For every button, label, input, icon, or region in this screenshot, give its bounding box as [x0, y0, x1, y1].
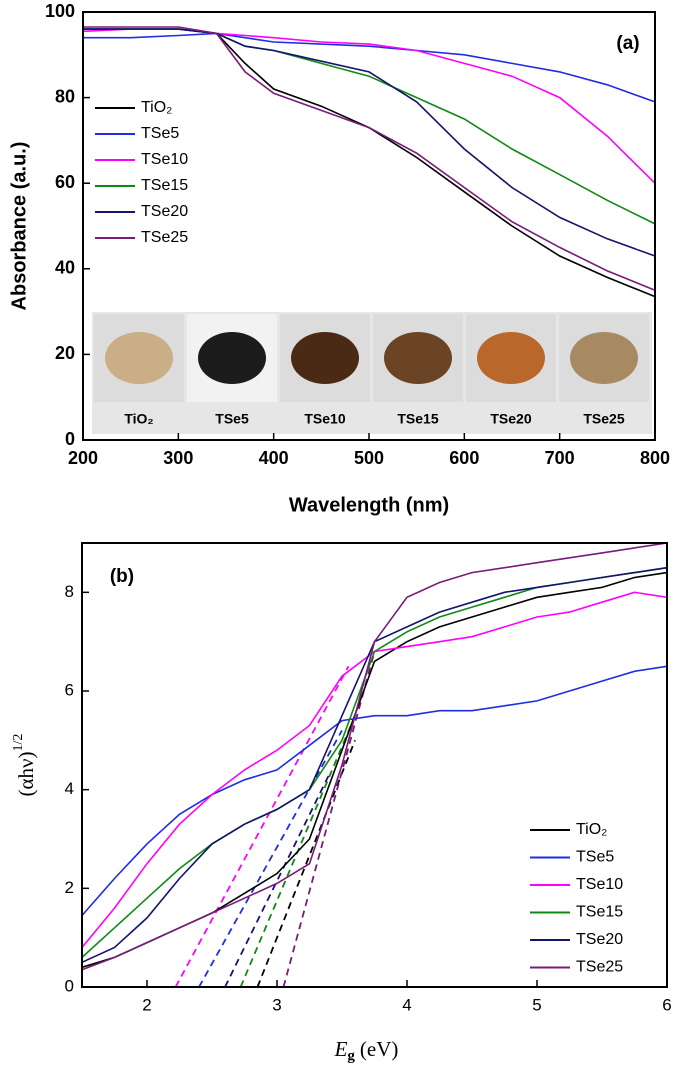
inset-label: TSe5	[215, 411, 249, 427]
x-axis-label: Wavelength (nm)	[289, 494, 449, 516]
legend-label: TSe20	[141, 203, 188, 220]
x-tick-label: 4	[402, 995, 411, 1014]
x-tick-label: 500	[354, 448, 384, 468]
y-axis-label: Absorbance (a.u.)	[8, 142, 30, 311]
y-tick-label: 100	[45, 1, 75, 21]
y-label-main: (αhν)	[14, 751, 38, 796]
x-tick-label: 800	[640, 448, 670, 468]
x-tick-label: 2	[142, 995, 151, 1014]
series-line	[81, 542, 668, 971]
series-line	[81, 591, 668, 949]
x-tick-label: 300	[163, 448, 193, 468]
y-tick-label: 8	[65, 582, 74, 601]
inset-background	[92, 312, 652, 434]
inset-label: TSe25	[583, 411, 624, 427]
legend-label: TSe25	[141, 229, 188, 246]
y-tick-label: 80	[55, 86, 75, 106]
x-tick-label: 700	[545, 448, 575, 468]
x-label-main: E	[334, 1037, 348, 1061]
y-axis-label: (αhν)1/2	[11, 734, 38, 797]
y-tick-label: 6	[65, 680, 74, 699]
panel-b: 2 3 4 5 6 0 2 4 6 8 (b) Eg (eV) (αhν)1/2 TiO₂ TSe5 TSe10…	[11, 542, 672, 1065]
y-tick-label: 0	[65, 429, 75, 449]
tangent-line	[224, 774, 330, 988]
tangent-line	[256, 740, 356, 988]
x-tick-label: 400	[259, 448, 289, 468]
inset-label: TSe15	[397, 411, 438, 427]
powder	[198, 332, 266, 384]
y-tick-label: 0	[65, 976, 74, 995]
series-line	[81, 665, 668, 917]
y-tick-label: 2	[65, 878, 74, 897]
y-tick-label: 60	[55, 172, 75, 192]
x-tick-label: 3	[272, 995, 281, 1014]
legend-label: TSe15	[141, 177, 188, 194]
x-tick-label: 600	[449, 448, 479, 468]
powder	[570, 332, 638, 384]
y-tick-label: 20	[55, 343, 75, 363]
y-tick-label: 4	[65, 779, 74, 798]
x-label-sub: g	[347, 1048, 355, 1064]
legend-label: TSe10	[141, 151, 188, 168]
legend-label: TSe25	[576, 959, 623, 976]
legend-label: TSe5	[141, 125, 179, 142]
series-line	[83, 32, 656, 103]
powder	[384, 332, 452, 384]
panel-label: (b)	[110, 566, 134, 587]
powder	[105, 332, 173, 384]
legend-label: TiO₂	[141, 99, 172, 116]
series-line	[83, 26, 656, 291]
legend-label: TSe10	[576, 876, 623, 893]
tangent-line	[174, 665, 350, 988]
inset-label: TSe20	[490, 411, 531, 427]
x-tick-label: 200	[68, 448, 98, 468]
legend-label: TiO₂	[576, 821, 607, 838]
x-tick-label: 6	[662, 995, 671, 1014]
y-label-sup: 1/2	[11, 734, 26, 752]
x-label-unit: (eV)	[360, 1037, 398, 1061]
x-tick-label: 5	[532, 995, 541, 1014]
series-line	[81, 566, 668, 958]
legend-label: TSe20	[576, 931, 623, 948]
legend-label: TSe15	[576, 904, 623, 921]
tangent-line	[282, 651, 376, 988]
tangent-line	[198, 730, 343, 988]
inset-label: TiO₂	[124, 411, 153, 427]
powder	[477, 332, 545, 384]
series-line	[83, 28, 656, 257]
panel-label: (a)	[616, 33, 639, 54]
inset-label: TSe10	[304, 411, 345, 427]
powder	[291, 332, 359, 384]
x-axis-label: Eg (eV)	[334, 1037, 399, 1065]
y-tick-label: 40	[55, 258, 75, 278]
legend-label: TSe5	[576, 849, 614, 866]
plot-frame	[81, 542, 668, 988]
